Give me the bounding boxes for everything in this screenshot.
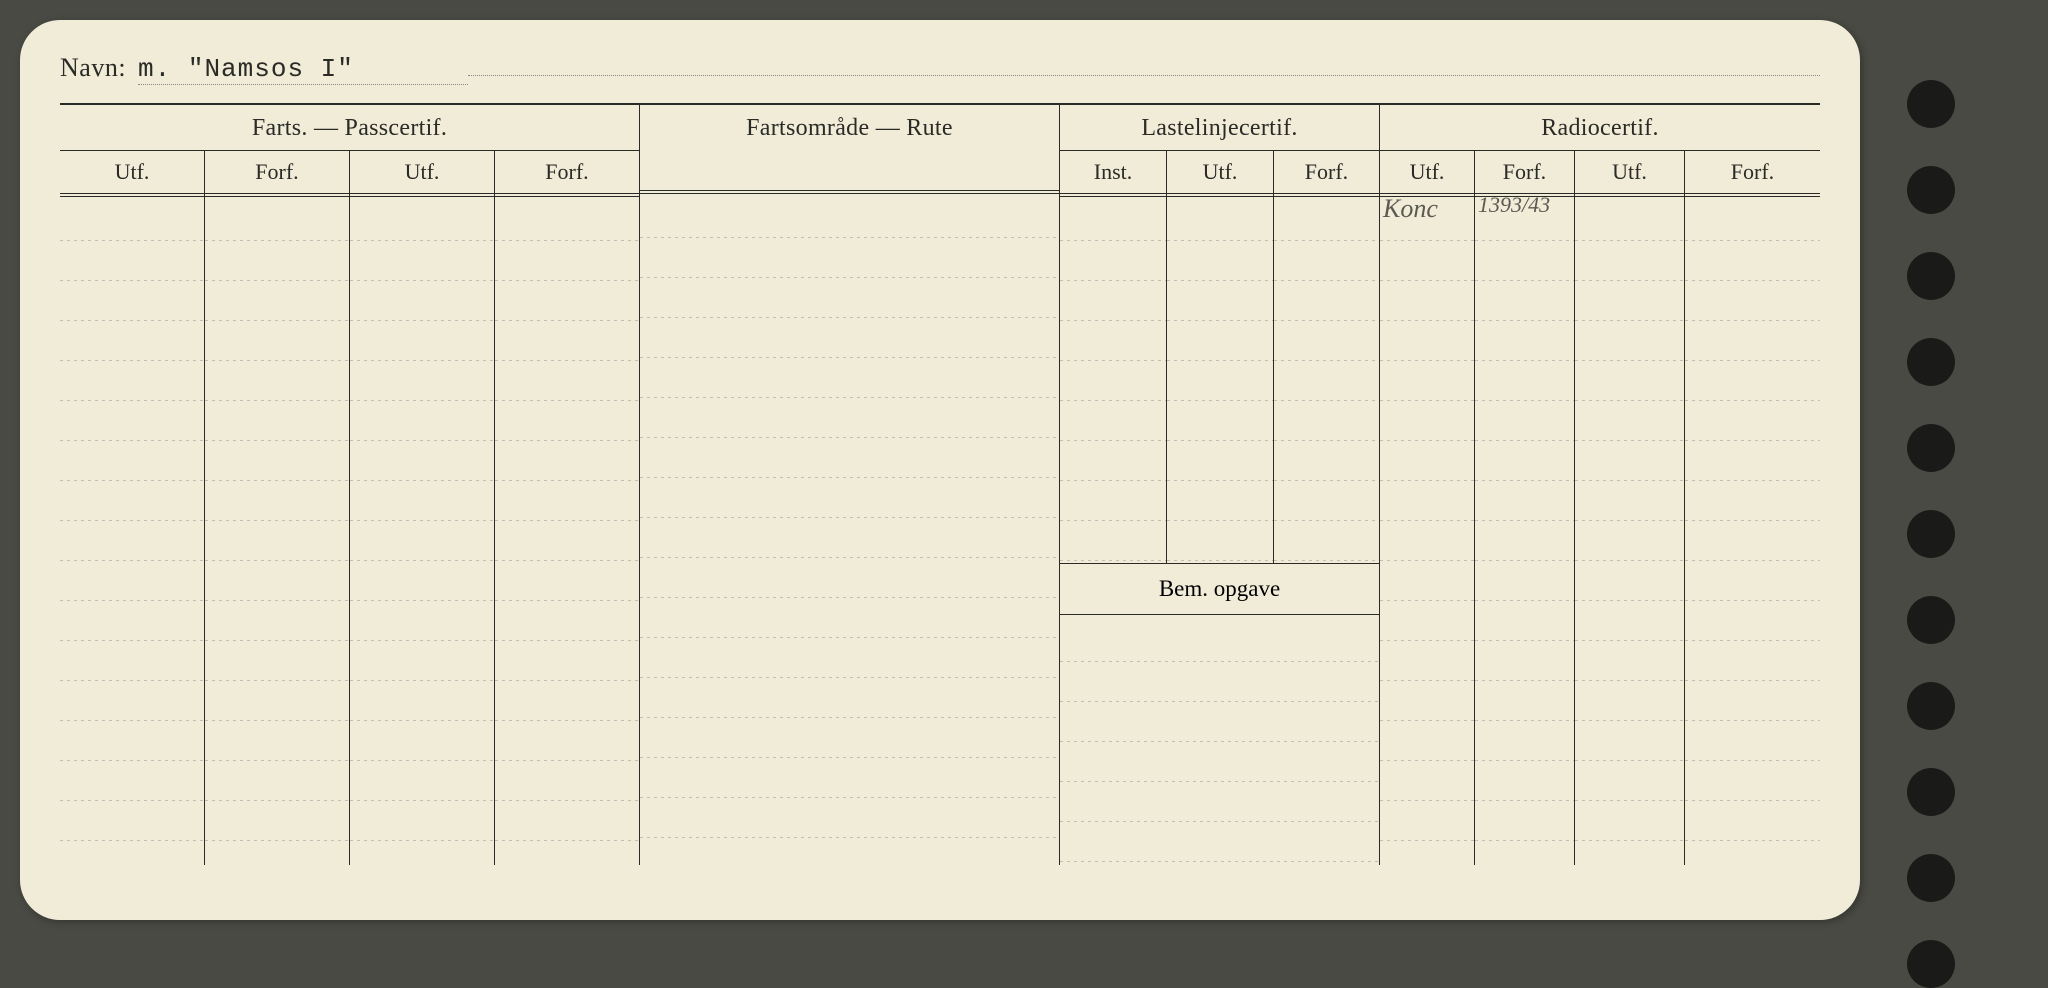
radio-body-col4	[1685, 194, 1820, 865]
punch-hole	[1907, 596, 1955, 644]
radio-col-utf1: Utf.	[1380, 151, 1475, 193]
radio-subheaders: Utf. Forf. Utf. Forf.	[1380, 151, 1820, 194]
punch-holes	[1907, 80, 1955, 988]
section-laste: Lastelinjecertif. Inst. Utf. Forf. Bem. …	[1060, 105, 1380, 865]
laste-col-inst: Inst.	[1060, 151, 1167, 193]
laste-header: Lastelinjecertif.	[1060, 105, 1379, 151]
laste-stack: Bem. opgave	[1060, 194, 1379, 865]
punch-hole	[1907, 940, 1955, 988]
laste-subheaders: Inst. Utf. Forf.	[1060, 151, 1379, 194]
laste-body-col1	[1060, 194, 1167, 563]
section-farts: Farts. — Passcertif. Utf. Forf. Utf. For…	[60, 105, 640, 865]
radio-col-forf1: Forf.	[1475, 151, 1575, 193]
farts-col-forf1: Forf.	[205, 151, 350, 193]
navn-value: m. "Namsos I"	[138, 54, 468, 85]
radio-col-forf2: Forf.	[1685, 151, 1820, 193]
bem-header: Bem. opgave	[1060, 564, 1379, 615]
farts-header: Farts. — Passcertif.	[60, 105, 639, 151]
farts-col-forf2: Forf.	[495, 151, 639, 193]
farts-body-col4	[495, 194, 639, 865]
farts-subheaders: Utf. Forf. Utf. Forf.	[60, 151, 639, 194]
radio-body-col3	[1575, 194, 1685, 865]
radio-entry-forf1: 1393/43	[1478, 194, 1550, 216]
radio-body-col1: Konc	[1380, 194, 1475, 865]
farts-body-col3	[350, 194, 495, 865]
rute-body	[640, 191, 1059, 865]
punch-hole	[1907, 80, 1955, 128]
index-card: Navn: m. "Namsos I" Farts. — Passcertif.…	[20, 20, 1860, 920]
punch-hole	[1907, 854, 1955, 902]
punch-hole	[1907, 424, 1955, 472]
farts-body-col1	[60, 194, 205, 865]
punch-hole	[1907, 338, 1955, 386]
laste-body-col3	[1274, 194, 1379, 563]
navn-row: Navn: m. "Namsos I"	[60, 50, 1820, 85]
bem-body	[1060, 615, 1379, 865]
section-radio: Radiocertif. Utf. Forf. Utf. Forf. Konc …	[1380, 105, 1820, 865]
farts-col-utf1: Utf.	[60, 151, 205, 193]
radio-body: Konc 1393/43	[1380, 194, 1820, 865]
laste-upper	[1060, 194, 1379, 564]
radio-body-col2: 1393/43	[1475, 194, 1575, 865]
punch-hole	[1907, 768, 1955, 816]
radio-col-utf2: Utf.	[1575, 151, 1685, 193]
section-rute: Fartsområde — Rute	[640, 105, 1060, 865]
laste-body-col2	[1167, 194, 1274, 563]
navn-dotted-line	[468, 50, 1820, 76]
rute-header: Fartsområde — Rute	[640, 105, 1059, 190]
farts-body	[60, 194, 639, 865]
farts-body-col2	[205, 194, 350, 865]
laste-col-forf: Forf.	[1274, 151, 1379, 193]
radio-entry-utf1: Konc	[1383, 196, 1438, 222]
form-grid: Farts. — Passcertif. Utf. Forf. Utf. For…	[60, 105, 1820, 865]
punch-hole	[1907, 252, 1955, 300]
navn-label: Navn:	[60, 53, 126, 83]
punch-hole	[1907, 682, 1955, 730]
radio-header: Radiocertif.	[1380, 105, 1820, 151]
laste-col-utf: Utf.	[1167, 151, 1274, 193]
farts-col-utf2: Utf.	[350, 151, 495, 193]
punch-hole	[1907, 510, 1955, 558]
punch-hole	[1907, 166, 1955, 214]
